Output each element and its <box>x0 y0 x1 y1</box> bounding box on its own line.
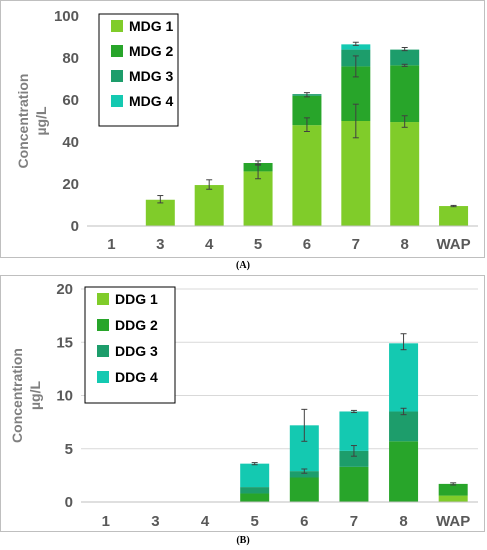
a-error-bar <box>352 55 359 78</box>
a-legend-label: MDG 4 <box>129 93 174 109</box>
a-bar-segment <box>341 121 371 226</box>
a-bar-segment <box>145 199 175 226</box>
b-legend-swatch <box>97 293 109 305</box>
b-bar-segment <box>389 411 419 442</box>
b-legend-label: DDG 1 <box>115 291 158 307</box>
a-error-bar <box>352 103 359 139</box>
b-bar-segment <box>240 463 270 488</box>
a-xtick-label: 8 <box>401 236 409 253</box>
b-xtick-label: 5 <box>251 513 259 530</box>
a-bar-segment <box>341 44 371 50</box>
b-xtick-label: WAP <box>436 513 470 530</box>
b-ytick-label: 5 <box>65 441 73 458</box>
b-error-bar <box>251 462 258 466</box>
a-error-bar <box>157 195 164 204</box>
b-legend: DDG 1 DDG 2 DDG 3 DDG 4 <box>84 286 176 404</box>
b-ytick-label: 15 <box>56 334 73 351</box>
b-bar-segment <box>438 483 468 496</box>
b-error-bar <box>301 468 308 474</box>
b-xtick-label: 8 <box>399 513 407 530</box>
b-bar-segment <box>339 411 369 451</box>
b-bar-segment <box>289 471 319 478</box>
b-xtick-label: 6 <box>300 513 308 530</box>
a-legend-swatch <box>111 70 123 82</box>
panel-b-label: (B) <box>236 535 249 546</box>
b-ylabel-line: µg/L <box>27 381 43 411</box>
a-bar-segment <box>390 122 420 226</box>
panel-a-frame <box>0 0 485 258</box>
a-xtick-label: 5 <box>254 236 262 253</box>
a-ytick-label: 60 <box>62 92 79 109</box>
a-legend-swatch <box>111 95 123 107</box>
a-bar-segment <box>243 171 273 226</box>
b-bar-segment <box>289 477 319 502</box>
a-xtick-label: 3 <box>156 236 164 253</box>
a-xtick-label: 6 <box>303 236 311 253</box>
a-legend: MDG 1 MDG 2 MDG 3 MDG 4 <box>98 13 179 127</box>
a-legend-label: MDG 2 <box>129 43 174 59</box>
b-xtick-label: 1 <box>102 513 110 530</box>
a-ylabel-line: µg/L <box>33 106 49 136</box>
b-error-bar <box>400 407 407 416</box>
a-legend-label: MDG 3 <box>129 68 174 84</box>
a-ytick-label: 100 <box>54 8 79 25</box>
a-ytick-label: 40 <box>62 134 79 151</box>
b-bar-segment <box>339 450 369 467</box>
a-xtick-label: 4 <box>205 236 214 253</box>
a-error-bar <box>401 47 408 52</box>
chart-a: 0 20 40 60 80 100 Concentration µg/L 1 3 4 5 6 7 8 WAP M… <box>15 8 478 253</box>
b-legend-swatch <box>97 319 109 331</box>
b-bar-segment <box>339 466 369 502</box>
a-error-bar <box>450 204 457 208</box>
b-error-bar <box>450 482 457 486</box>
b-bar-segment <box>240 493 270 502</box>
panel-b-frame <box>0 275 485 532</box>
panel-a-label: (A) <box>236 260 250 271</box>
b-xtick-label: 3 <box>151 513 159 530</box>
a-legend-label: MDG 1 <box>129 18 174 34</box>
b-ytick-label: 0 <box>65 494 73 511</box>
b-bar-segment <box>389 343 419 412</box>
a-error-bar <box>255 160 262 166</box>
a-error-bar <box>401 115 408 128</box>
a-error-bar <box>401 63 408 67</box>
b-legend-swatch <box>97 371 109 383</box>
a-xtick-label: 1 <box>107 236 115 253</box>
a-bar-segment <box>390 49 420 66</box>
b-legend-label: DDG 2 <box>115 317 158 333</box>
a-legend-swatch <box>111 20 123 32</box>
a-bar-segment <box>390 65 420 123</box>
a-ylabel-line: Concentration <box>15 74 31 169</box>
a-bar-segment <box>194 185 224 226</box>
a-xtick-label: 7 <box>352 236 360 253</box>
a-legend-swatch <box>111 45 123 57</box>
b-error-bar <box>350 409 357 414</box>
b-xtick-label: 7 <box>350 513 358 530</box>
a-error-bar <box>303 117 310 132</box>
b-xtick-label: 4 <box>201 513 210 530</box>
b-bar-segment <box>240 487 270 494</box>
a-ytick-label: 0 <box>71 218 79 235</box>
a-ytick-label: 80 <box>62 50 79 67</box>
b-error-bar <box>350 445 357 457</box>
a-bar-segment <box>292 125 322 226</box>
a-error-bar <box>352 41 359 46</box>
a-bar-segment <box>439 206 469 226</box>
b-error-bar <box>400 333 407 351</box>
a-xtick-label: WAP <box>436 236 470 253</box>
b-legend-label: DDG 4 <box>115 369 158 385</box>
a-error-bar <box>206 179 213 190</box>
b-legend-swatch <box>97 345 109 357</box>
b-ylabel-line: Concentration <box>9 348 25 443</box>
b-ytick-label: 20 <box>56 281 73 298</box>
b-legend-label: DDG 3 <box>115 343 158 359</box>
a-ytick-label: 20 <box>62 176 79 193</box>
b-ytick-label: 10 <box>56 388 73 405</box>
b-bar-segment <box>438 495 468 502</box>
chart-b: 0 5 10 15 20 Concentration µg/L 1 3 4 5 6 7 8 WAP DDG 1… <box>9 281 478 530</box>
b-bar-segment <box>389 441 419 502</box>
a-error-bar <box>303 92 310 98</box>
b-error-bar <box>301 408 308 442</box>
